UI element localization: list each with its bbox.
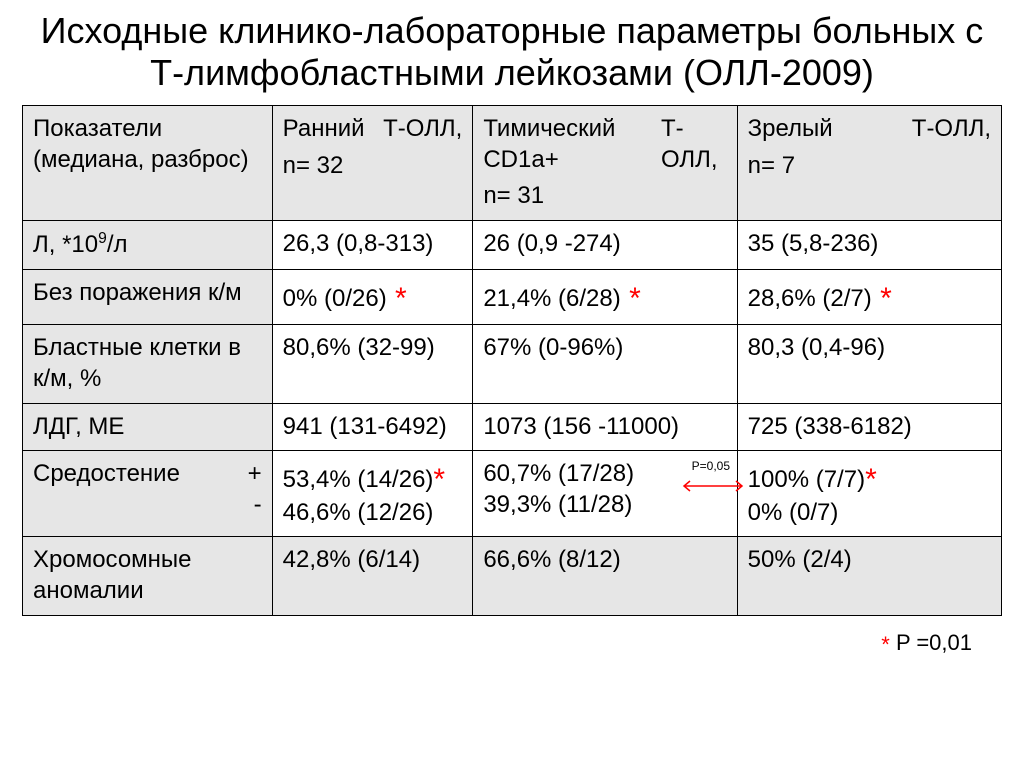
cell-value-pos: 53,4% (14/26)	[283, 466, 434, 493]
footnote: * P =0,01	[22, 630, 972, 656]
significance-star-icon: *	[387, 282, 407, 315]
mediast-word: Средостение	[33, 459, 180, 490]
cell-value: 50% (2/4)	[748, 546, 852, 573]
cell-value-neg: 39,3% (11/28)	[483, 491, 632, 518]
cell-value: 21,4% (6/28)	[483, 285, 620, 312]
cell-value: 725 (338-6182)	[748, 413, 912, 440]
parameters-table: Показатели (медиана, разброс)РаннийТ-ОЛЛ…	[22, 105, 1002, 616]
cell-value-neg: 46,6% (12/26)	[283, 499, 434, 526]
cell-value: 28,6% (2/7)	[748, 285, 872, 312]
cell-value-pos: 100% (7/7)	[748, 466, 865, 493]
header-group-n: n= 32	[283, 151, 463, 182]
cell-value: 80,3 (0,4-96)	[748, 334, 885, 361]
header-group-name: РаннийТ-ОЛЛ,	[283, 114, 463, 145]
cell: 28,6% (2/7) *	[737, 269, 1001, 324]
header-group: Тимический CD1a+Т-ОЛЛ, n= 31	[473, 105, 737, 220]
cell-value: 42,8% (6/14)	[283, 546, 420, 573]
table-row: ЛДГ, МЕ 941 (131-6492) 1073 (156 -11000) 72…	[23, 403, 1002, 451]
footnote-star: *	[881, 632, 890, 657]
header-group: РаннийТ-ОЛЛ, n= 32	[272, 105, 473, 220]
cell: 53,4% (14/26)* 46,6% (12/26)	[272, 451, 473, 537]
cell-value: 66,6% (8/12)	[483, 546, 620, 573]
cell: 80,6% (32-99)	[272, 325, 473, 403]
row-label: Без поражения к/м	[23, 269, 273, 324]
cell: 100% (7/7)*0% (0/7)P=0,05	[737, 451, 1001, 537]
cell: 0% (0/26) *	[272, 269, 473, 324]
table-header-row: Показатели (медиана, разброс)РаннийТ-ОЛЛ…	[23, 105, 1002, 220]
cell: 941 (131-6492)	[272, 403, 473, 451]
footnote-text: P =0,01	[890, 630, 972, 655]
cell: 725 (338-6182)	[737, 403, 1001, 451]
table-row: Без поражения к/м0% (0/26) *21,4% (6/28)…	[23, 269, 1002, 324]
significance-star-icon: *	[433, 463, 445, 496]
header-group-name: ЗрелыйТ-ОЛЛ,	[748, 114, 991, 145]
cell-value: 0% (0/26)	[283, 285, 387, 312]
cell-value: 80,6% (32-99)	[283, 334, 435, 361]
row-label: Бластные клетки в к/м, %	[23, 325, 273, 403]
row-label: Средостение +-	[23, 451, 273, 537]
header-param-label: Показатели (медиана, разброс)	[23, 105, 273, 220]
table-row: Бластные клетки в к/м, % 80,6% (32-99) 67%…	[23, 325, 1002, 403]
row-label: ЛДГ, МЕ	[23, 403, 273, 451]
cell-value: 67% (0-96%)	[483, 334, 623, 361]
cell: 66,6% (8/12)	[473, 537, 737, 615]
table-row: Л, *109/л 26,3 (0,8-313) 26 (0,9 -274) 35 (…	[23, 221, 1002, 270]
significance-star-icon: *	[865, 463, 877, 496]
header-group: ЗрелыйТ-ОЛЛ, n= 7	[737, 105, 1001, 220]
cell-value: 1073 (156 -11000)	[483, 413, 679, 440]
cell-value: 941 (131-6492)	[283, 413, 447, 440]
cell-value: 26 (0,9 -274)	[483, 230, 620, 257]
double-arrow-icon	[680, 471, 746, 502]
header-group-name: Тимический CD1a+Т-ОЛЛ,	[483, 114, 726, 175]
significance-star-icon: *	[872, 282, 892, 315]
cell: 21,4% (6/28) *	[473, 269, 737, 324]
cell: 80,3 (0,4-96)	[737, 325, 1001, 403]
cell-value: 26,3 (0,8-313)	[283, 230, 434, 257]
plus-sign: +	[248, 459, 262, 490]
row-label: Л, *109/л	[23, 221, 273, 270]
cell-value: 35 (5,8-236)	[748, 230, 879, 257]
cell: 67% (0-96%)	[473, 325, 737, 403]
minus-sign: -	[254, 491, 262, 518]
cell: 26 (0,9 -274)	[473, 221, 737, 270]
row-label: Хромосомные аномалии	[23, 537, 273, 615]
cell-value-neg: 0% (0/7)	[748, 499, 839, 526]
cell-value-pos: 60,7% (17/28)	[483, 460, 634, 487]
header-group-n: n= 7	[748, 151, 991, 182]
cell: 1073 (156 -11000)	[473, 403, 737, 451]
table-row: Хромосомные аномалии 42,8% (6/14) 66,6% (8…	[23, 537, 1002, 615]
cell: 42,8% (6/14)	[272, 537, 473, 615]
cell: 35 (5,8-236)	[737, 221, 1001, 270]
header-group-n: n= 31	[483, 181, 726, 212]
slide-title: Исходные клинико-лабораторные параметры …	[22, 10, 1002, 95]
table-row-mediastinum: Средостение+-53,4% (14/26)*46,6% (12/26)…	[23, 451, 1002, 537]
cell: 50% (2/4)	[737, 537, 1001, 615]
cell: 26,3 (0,8-313)	[272, 221, 473, 270]
significance-star-icon: *	[621, 282, 641, 315]
